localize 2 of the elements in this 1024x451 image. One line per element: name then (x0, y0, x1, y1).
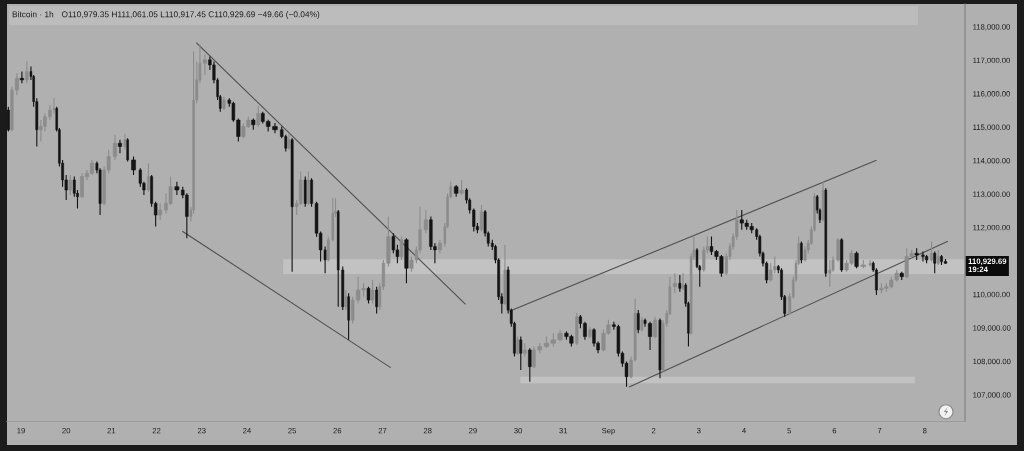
text: Bitcoin · 1h (12, 11, 54, 18)
text: O110,979.35 H111,061.05 L110,917.45 C110,929.69 −49.66 (−0.04%) (61, 11, 320, 19)
